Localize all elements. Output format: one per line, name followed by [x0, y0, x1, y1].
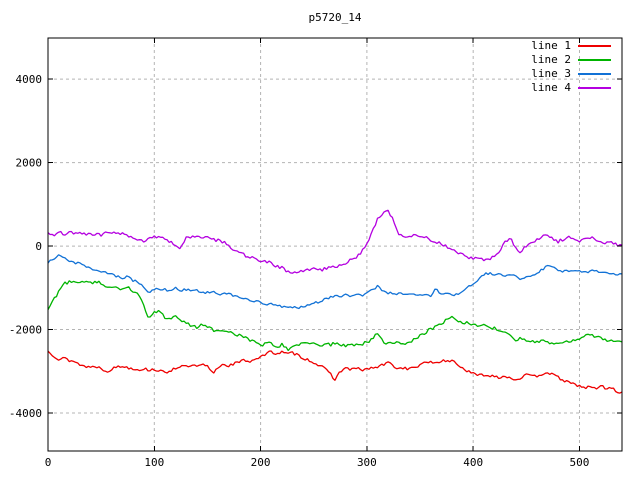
legend-item: line 2	[531, 53, 611, 67]
series-line-2	[47, 280, 623, 352]
x-tick-label: 0	[45, 456, 52, 469]
y-tick-label: -2000	[9, 324, 42, 337]
legend-line-sample	[578, 73, 611, 75]
plot-border	[47, 37, 623, 452]
legend-line-sample	[578, 59, 611, 61]
x-tick-label: 400	[463, 456, 483, 469]
legend-line-sample	[578, 45, 611, 47]
x-tick-label: 300	[357, 456, 377, 469]
y-tick-label: 0	[35, 240, 42, 253]
series-line-4	[47, 209, 623, 274]
legend-item: line 4	[531, 81, 611, 95]
legend-item: line 3	[531, 67, 611, 81]
y-tick-label: 4000	[16, 73, 43, 86]
y-tick-label: 2000	[16, 157, 43, 170]
legend-label: line 1	[531, 39, 571, 52]
x-tick-label: 500	[570, 456, 590, 469]
legend: line 1 line 2 line 3 line 4	[531, 39, 611, 95]
x-tick-label: 100	[144, 456, 164, 469]
legend-label: line 2	[531, 53, 571, 66]
y-tick-label: -4000	[9, 407, 42, 420]
series-line-3	[47, 254, 623, 310]
x-tick-label: 200	[251, 456, 271, 469]
legend-line-sample	[578, 87, 611, 89]
legend-label: line 3	[531, 67, 571, 80]
series-line-1	[47, 350, 623, 394]
legend-label: line 4	[531, 81, 571, 94]
legend-item: line 1	[531, 39, 611, 53]
chart-title: p5720_14	[308, 11, 362, 24]
